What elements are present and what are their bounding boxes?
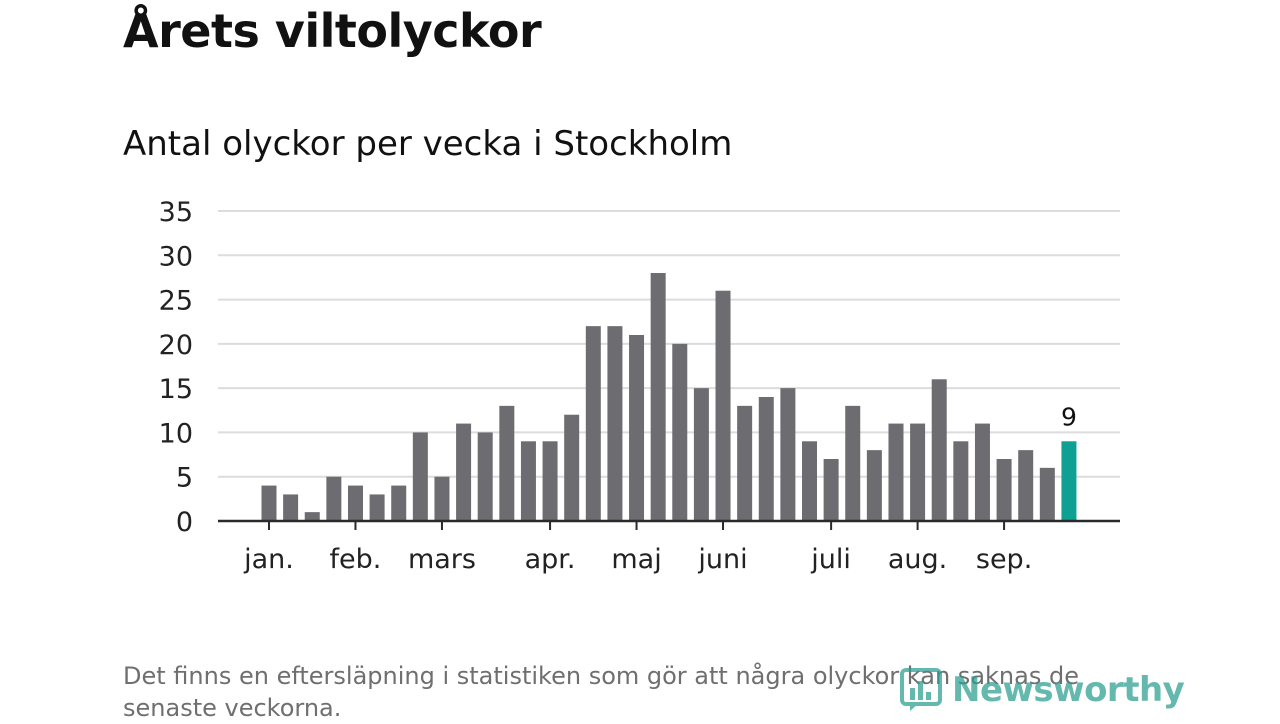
x-tick-label: apr. bbox=[525, 544, 576, 575]
x-tick-label: sep. bbox=[976, 544, 1032, 575]
grid-lines bbox=[218, 210, 1120, 478]
y-tick-label: 20 bbox=[159, 330, 193, 361]
bar bbox=[261, 485, 277, 521]
bar bbox=[693, 388, 709, 521]
y-tick-label: 30 bbox=[159, 241, 193, 272]
bar bbox=[477, 432, 493, 521]
bar bbox=[1039, 467, 1055, 521]
bar bbox=[412, 432, 428, 521]
bar bbox=[845, 405, 861, 521]
current-week-value-label: 9 bbox=[1061, 402, 1077, 431]
y-tick-label: 15 bbox=[159, 374, 193, 405]
bar bbox=[1018, 450, 1034, 521]
bar-chart: 0 5 10 15 20 25 30 35 jan. feb. mars apr. maj juni ju… bbox=[159, 197, 1120, 575]
bar bbox=[953, 441, 969, 521]
y-tick-label: 10 bbox=[159, 418, 193, 449]
y-tick-label: 35 bbox=[159, 197, 193, 228]
bar bbox=[931, 379, 947, 521]
newsworthy-bars-icon bbox=[900, 668, 942, 711]
bar bbox=[369, 494, 385, 521]
bar bbox=[737, 405, 753, 521]
chart-subtitle: Antal olyckor per vecka i Stockholm bbox=[123, 124, 733, 164]
bar bbox=[866, 450, 882, 521]
bar bbox=[629, 335, 645, 521]
bar bbox=[391, 485, 407, 521]
bar bbox=[780, 388, 796, 521]
bar bbox=[715, 290, 731, 521]
bars bbox=[261, 273, 1077, 521]
bar bbox=[304, 512, 320, 521]
bar bbox=[888, 423, 904, 521]
bar bbox=[326, 476, 342, 521]
x-tick-label: jan. bbox=[243, 544, 294, 575]
bar bbox=[910, 423, 926, 521]
x-tick-label: feb. bbox=[330, 544, 382, 575]
x-tick-label: maj bbox=[611, 544, 661, 575]
bar bbox=[283, 494, 299, 521]
footnote: Det finns en eftersläpning i statistiken… bbox=[123, 662, 1079, 722]
logo-text: Newsworthy bbox=[952, 670, 1185, 710]
bar-current-week bbox=[1061, 441, 1077, 521]
x-tick-label: juni bbox=[697, 544, 747, 575]
bar bbox=[434, 476, 450, 521]
bar bbox=[607, 326, 623, 521]
x-tick-label: aug. bbox=[888, 544, 947, 575]
bar bbox=[347, 485, 363, 521]
x-axis-ticks: jan. feb. mars apr. maj juni juli aug. sep. bbox=[243, 521, 1032, 575]
y-tick-label: 5 bbox=[176, 463, 193, 494]
chart-title: Årets viltolyckor bbox=[123, 4, 542, 58]
bar bbox=[542, 441, 558, 521]
bar bbox=[585, 326, 601, 521]
newsworthy-logo[interactable]: Newsworthy bbox=[900, 668, 1185, 712]
y-axis-ticks: 0 5 10 15 20 25 30 35 bbox=[159, 197, 193, 538]
bar bbox=[456, 423, 472, 521]
bar bbox=[520, 441, 536, 521]
bar bbox=[672, 343, 688, 521]
bar bbox=[499, 405, 515, 521]
x-tick-label: juli bbox=[810, 544, 851, 575]
bar bbox=[802, 441, 817, 521]
bar bbox=[564, 414, 580, 521]
bar bbox=[974, 423, 990, 521]
y-tick-label: 25 bbox=[159, 286, 193, 317]
bar bbox=[650, 273, 666, 521]
y-tick-label: 0 bbox=[176, 507, 193, 538]
bar bbox=[823, 459, 839, 521]
bar bbox=[996, 459, 1012, 521]
x-tick-label: mars bbox=[408, 544, 476, 575]
bar bbox=[758, 397, 774, 521]
data-labels: 9 bbox=[1061, 402, 1077, 431]
